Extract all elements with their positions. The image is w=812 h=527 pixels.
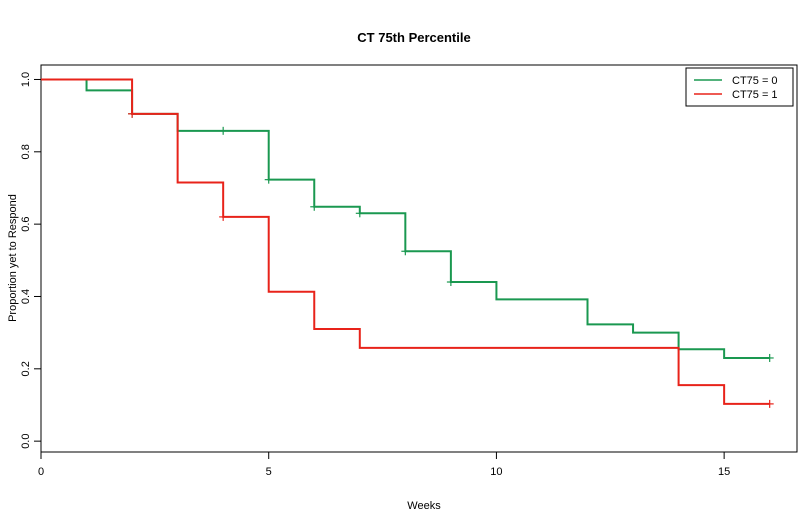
censor-mark [128, 109, 137, 118]
censor-mark [446, 278, 455, 287]
x-tick-label: 10 [490, 466, 502, 478]
y-tick-label: 0.8 [20, 144, 32, 159]
censor-mark [355, 209, 364, 218]
legend: CT75 = 0 CT75 = 1 [685, 67, 794, 107]
censor-mark [401, 247, 410, 256]
censor-mark [219, 212, 228, 221]
y-tick-label: 0.6 [20, 216, 32, 231]
axes: 0 5 10 15 0.0 0.2 0.4 0.6 0.8 1.0 [20, 64, 798, 478]
censor-mark [765, 353, 774, 362]
censor-mark [264, 175, 273, 184]
series-line-2 [41, 78, 770, 405]
censor-mark [219, 126, 228, 135]
legend-box [685, 67, 794, 107]
x-tick-label: 5 [266, 466, 272, 478]
legend-label: CT75 = 0 [732, 75, 778, 87]
chart-title: CT 75th Percentile [357, 30, 470, 45]
censor-mark [765, 399, 774, 408]
x-tick-label: 15 [718, 466, 730, 478]
series-line-1 [41, 78, 770, 359]
y-tick-label: 0.4 [20, 289, 32, 304]
y-axis-label: Proportion yet to Respond [7, 194, 19, 322]
x-tick-label: 0 [38, 466, 44, 478]
y-tick-label: 0.0 [20, 434, 32, 449]
x-axis-label: Weeks [407, 500, 441, 512]
y-tick-label: 0.2 [20, 361, 32, 376]
series-layer [41, 78, 774, 408]
plot-border [40, 64, 798, 453]
y-tick-label: 1.0 [20, 72, 32, 87]
censor-mark [310, 202, 319, 211]
legend-label: CT75 = 1 [732, 89, 778, 101]
